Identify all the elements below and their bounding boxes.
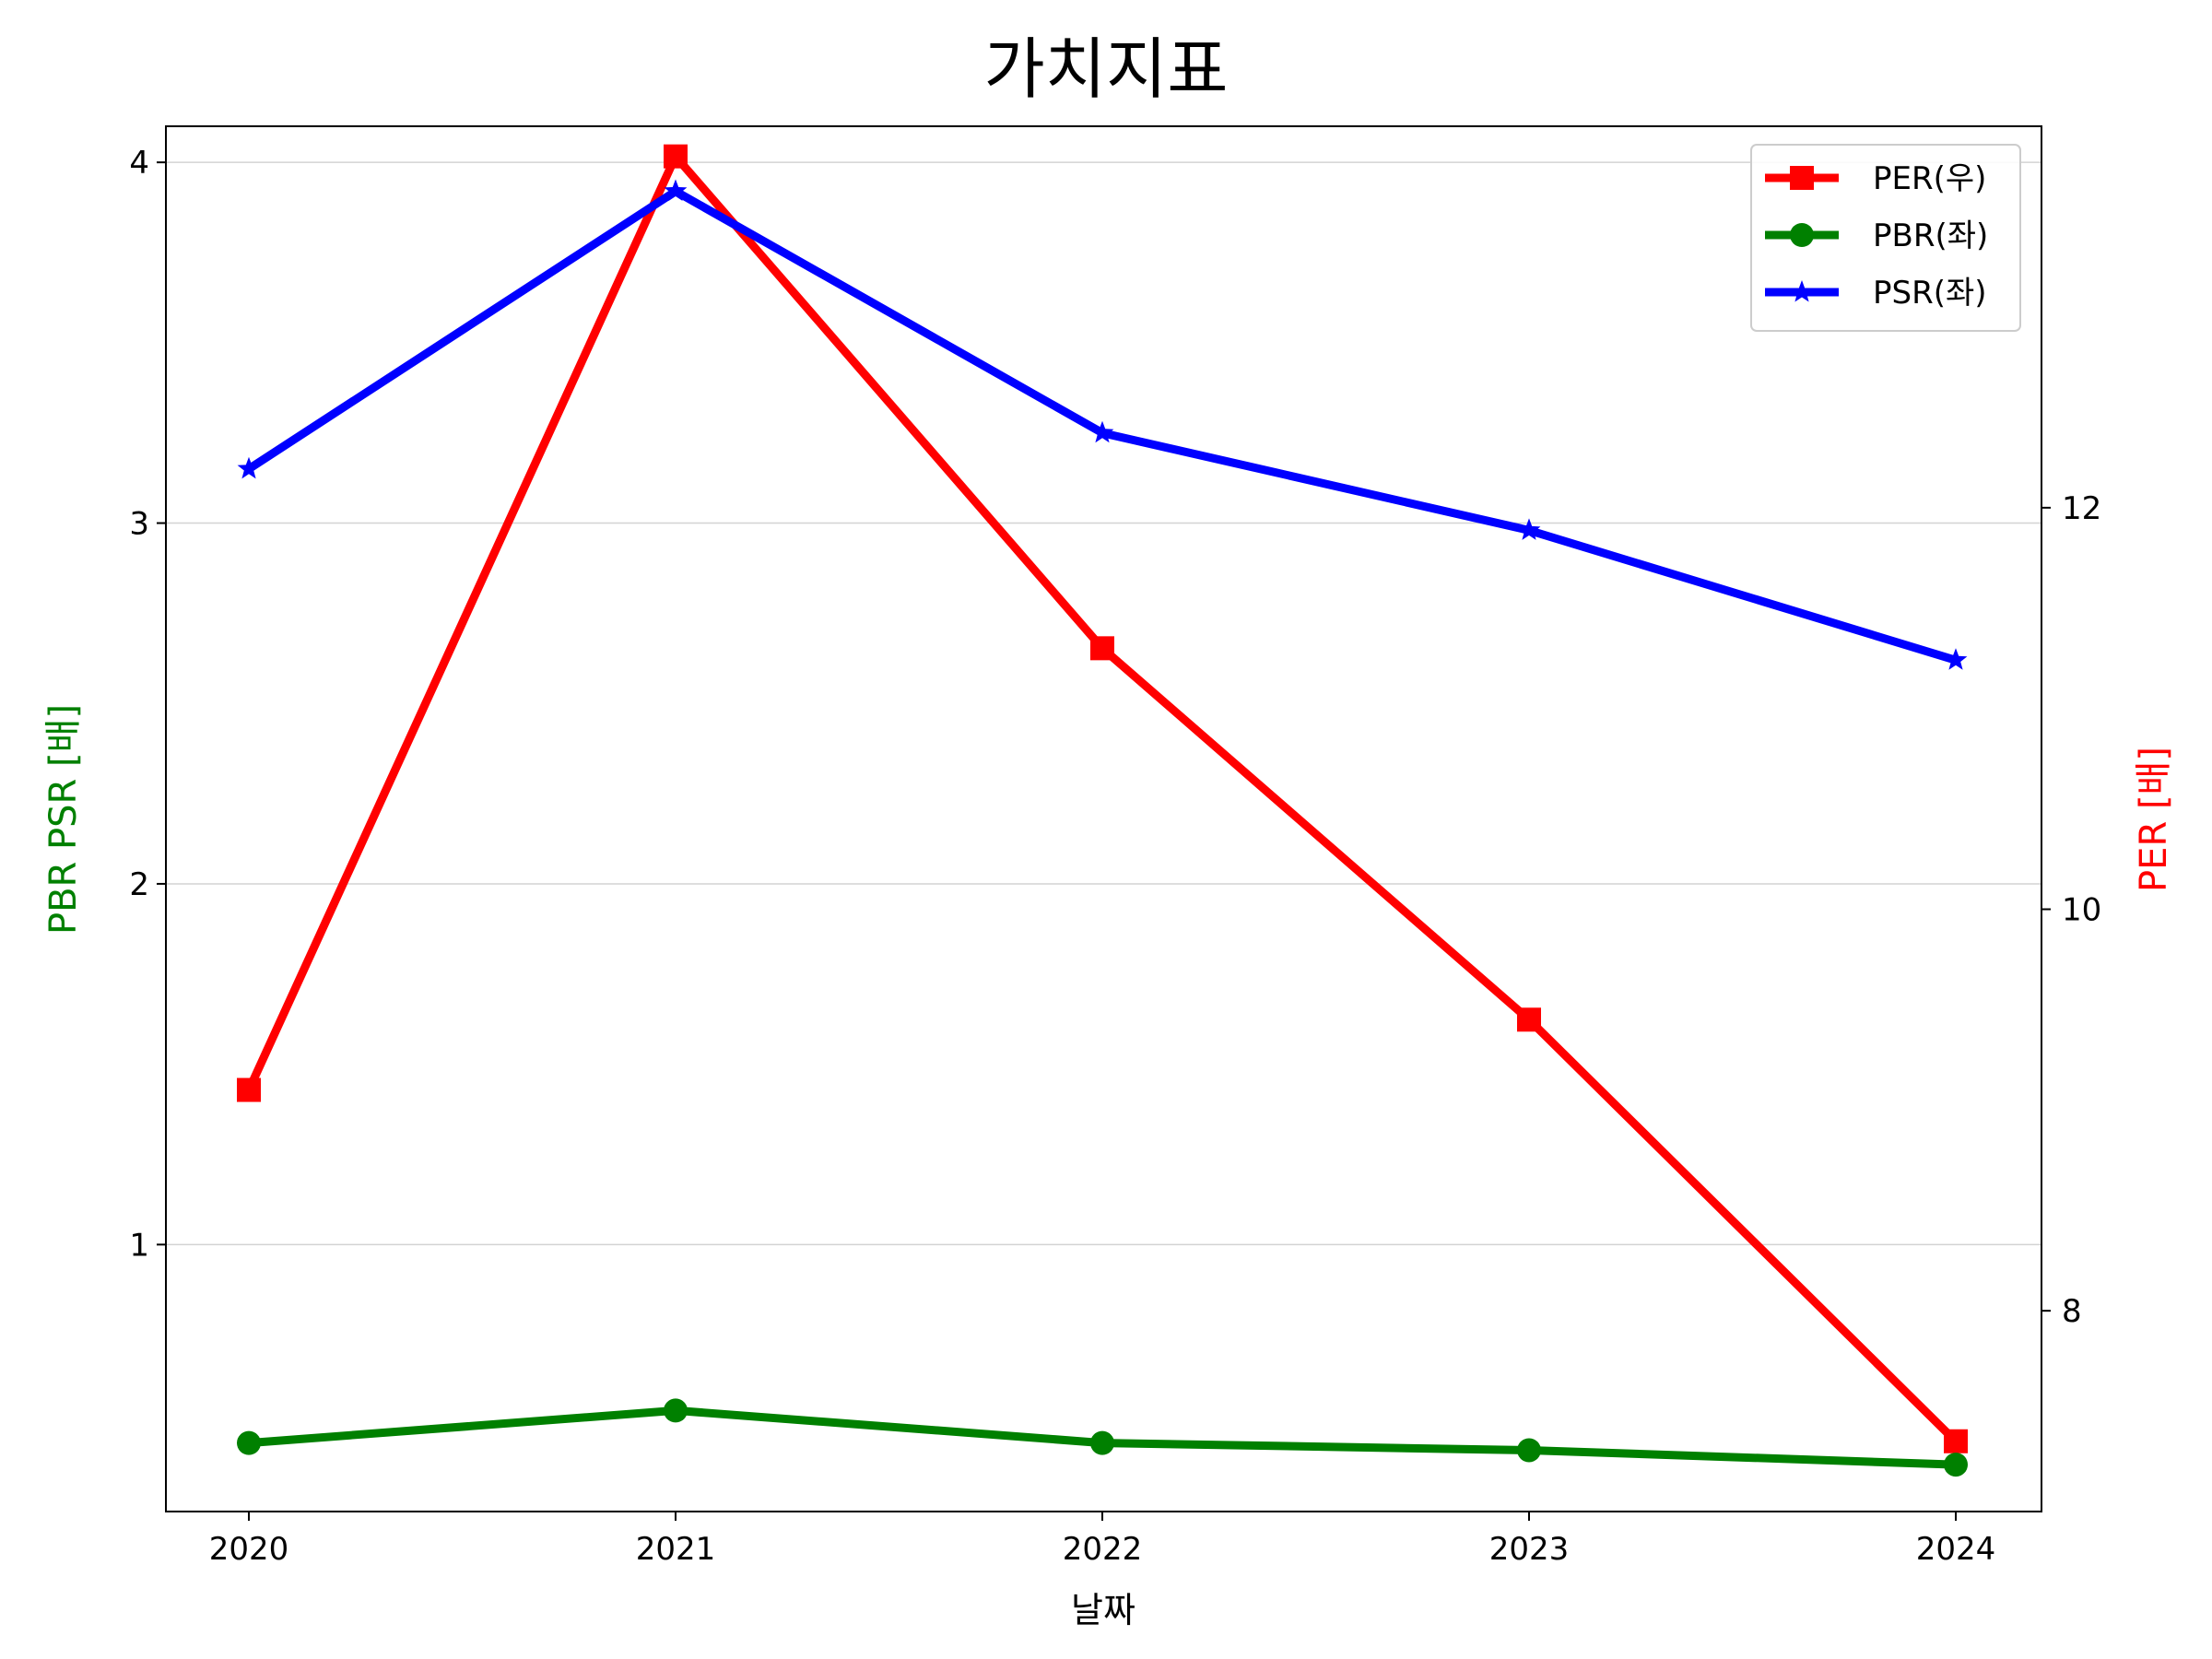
grid — [166, 161, 2041, 1246]
right-y-tick-label: 8 — [2062, 1293, 2082, 1330]
left-y-axis: 1 2 3 4 — [129, 145, 166, 1264]
chart-title: 가치지표 — [984, 30, 1229, 108]
plot-frame — [165, 125, 2042, 1512]
data-point-psr — [1517, 518, 1541, 540]
data-point-per — [664, 144, 688, 169]
data-point-psr — [664, 179, 688, 201]
legend-frame — [1750, 144, 2021, 332]
plot-series — [237, 144, 1968, 1477]
x-tick-label: 2024 — [1916, 1531, 1996, 1568]
left-y-axis-label: PBR PSR [배] — [42, 704, 85, 935]
legend-marker-pbr — [1790, 223, 1814, 247]
x-tick-label: 2023 — [1489, 1531, 1570, 1568]
data-point-pbr — [237, 1430, 261, 1455]
data-point-pbr — [1090, 1430, 1114, 1455]
left-y-tick-label: 2 — [129, 866, 149, 903]
data-point-psr — [1944, 648, 1968, 670]
left-y-tick-label: 3 — [129, 506, 149, 543]
x-tick-label: 2022 — [1063, 1531, 1143, 1568]
data-point-per — [237, 1077, 261, 1102]
data-point-per — [1090, 636, 1114, 661]
legend-label-per: PER(우) — [1873, 160, 1986, 197]
data-point-psr — [237, 456, 261, 479]
legend: PER(우) PBR(좌) PSR(좌) — [1750, 144, 2021, 332]
series-line-per — [244, 152, 1959, 1445]
left-y-tick-label: 4 — [129, 145, 149, 182]
right-y-axis-label: PER [배] — [2133, 747, 2175, 892]
data-point-pbr — [664, 1398, 688, 1423]
legend-label-psr: PSR(좌) — [1873, 275, 1987, 312]
x-axis-label: 날짜 — [1071, 1590, 1135, 1630]
data-point-psr — [1090, 420, 1114, 443]
x-tick-label: 2021 — [636, 1531, 716, 1568]
right-y-tick-label: 10 — [2062, 892, 2101, 929]
right-y-axis: 8 10 12 — [2041, 490, 2101, 1330]
data-point-pbr — [1517, 1438, 1541, 1463]
legend-marker-psr — [1790, 280, 1814, 302]
x-axis: 2020 2021 2022 2023 2024 — [209, 1512, 1996, 1568]
x-tick-label: 2020 — [209, 1531, 289, 1568]
data-point-per — [1517, 1007, 1541, 1032]
data-point-pbr — [1944, 1453, 1968, 1477]
legend-marker-per — [1790, 166, 1814, 190]
right-y-tick-label: 12 — [2062, 490, 2101, 527]
legend-label-pbr: PBR(좌) — [1873, 218, 1988, 254]
data-point-per — [1944, 1429, 1968, 1453]
left-y-tick-label: 1 — [129, 1227, 149, 1264]
